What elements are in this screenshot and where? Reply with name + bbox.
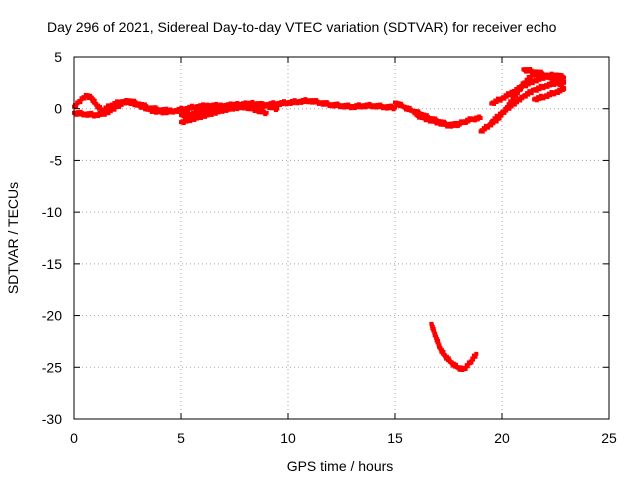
ticks: 0 5 10 15 20 25 5 0 -5 -10 -15 -20 -25 -30 [42,49,617,446]
series-arc-7 [429,321,479,373]
data-point [92,98,97,104]
data-point [511,96,516,102]
data-point [457,122,462,127]
data-point [514,92,519,98]
series-arc-12 [532,86,567,103]
series-arc-11 [521,67,567,85]
data-point [473,353,478,359]
data-point [489,122,494,128]
x-tick-label: 20 [494,430,510,446]
data-point [480,128,485,134]
y-tick-label: -5 [50,152,63,168]
y-tick-label: 0 [54,101,62,117]
series-arc-4 [179,102,269,119]
data-point [562,75,567,80]
x-axis-label: GPS time / hours [287,458,394,474]
y-tick-label: -10 [42,204,62,220]
data-point [474,351,479,356]
plot-frame [73,56,610,420]
data-point [528,75,533,81]
data-point [562,87,567,92]
data-point [74,103,79,109]
x-tick-label: 25 [601,430,617,446]
data-point [465,363,470,369]
series-arc-2 [72,98,173,119]
data-point [102,108,107,114]
data-point [482,126,487,132]
y-tick-label: 5 [54,49,62,65]
y-tick-label: -15 [42,256,62,272]
data-point [441,349,446,355]
data-point [478,116,483,121]
x-tick-label: 5 [177,430,185,446]
data-point [469,359,474,365]
data-point [512,101,517,107]
x-tick-label: 0 [70,430,78,446]
data-point [504,107,509,113]
data-point [471,356,476,362]
data-point [453,362,458,368]
y-axis-label: SDTVAR / TECUs [5,182,21,294]
data-point [82,95,87,101]
data-point [496,114,501,120]
chart-title: Day 296 of 2021, Sidereal Day-to-day VTE… [47,19,557,35]
y-tick-label: -20 [42,308,62,324]
data-point [514,99,519,105]
data-point [525,77,530,83]
data-points [72,67,567,373]
x-tick-label: 15 [387,430,403,446]
data-point [491,118,496,124]
data-point [493,116,498,122]
data-point [275,106,280,111]
data-point [78,99,83,105]
y-tick-label: -25 [42,359,62,375]
y-tick-label: -30 [42,411,62,427]
data-point [168,108,173,113]
data-point [507,105,512,111]
data-point [264,110,269,115]
data-point [502,109,507,115]
data-point [104,105,109,111]
data-point [562,80,567,85]
x-tick-label: 10 [280,430,296,446]
data-point [518,97,523,103]
data-point [463,365,468,371]
data-point [393,105,397,110]
data-point [509,99,514,105]
series-arc-6 [414,112,462,129]
data-point [431,327,436,333]
